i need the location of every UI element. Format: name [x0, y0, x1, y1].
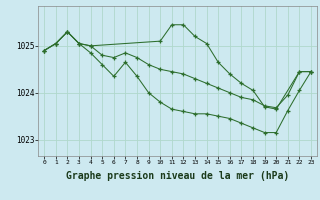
X-axis label: Graphe pression niveau de la mer (hPa): Graphe pression niveau de la mer (hPa) — [66, 171, 289, 181]
